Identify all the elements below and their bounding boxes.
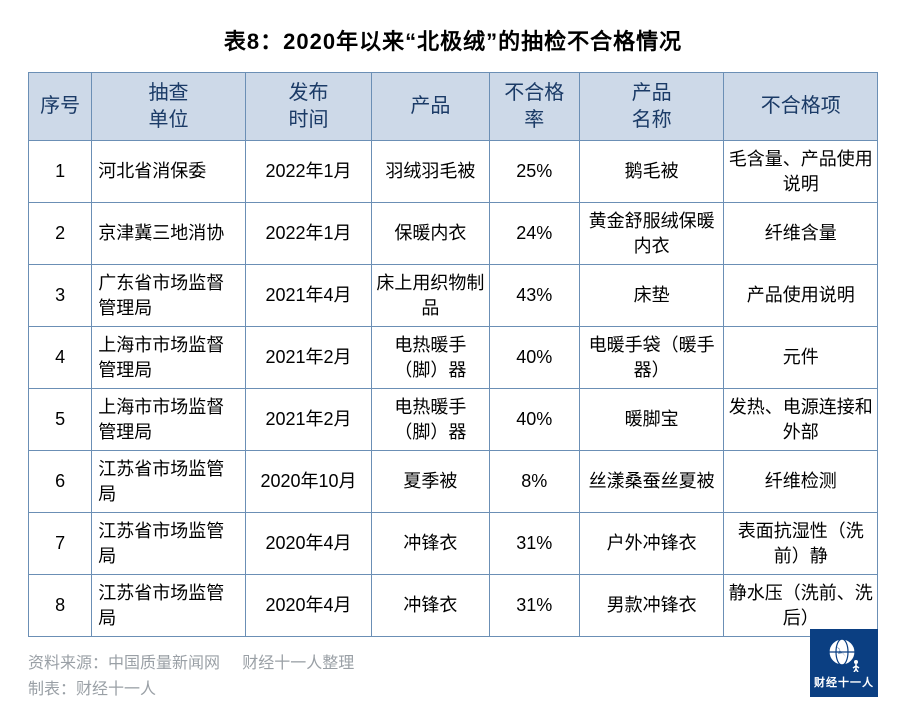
footer-compiler: 财经十一人整理 [242, 655, 354, 672]
page-root: 表8：2020年以来“北极绒”的抽检不合格情况 序号抽查单位发布时间产品不合格率… [0, 0, 906, 715]
cell-prod: 电热暖手（脚）器 [372, 327, 489, 389]
cell-idx: 8 [29, 575, 92, 637]
col-header-name: 产品名称 [579, 73, 724, 141]
cell-prod: 床上用织物制品 [372, 265, 489, 327]
cell-fail: 纤维检测 [724, 451, 878, 513]
footer-line-1: 资料来源：中国质量新闻网 财经十一人整理 [28, 651, 878, 677]
col-header-rate: 不合格率 [489, 73, 579, 141]
cell-rate: 31% [489, 513, 579, 575]
cell-name: 户外冲锋衣 [579, 513, 724, 575]
cell-rate: 43% [489, 265, 579, 327]
brand-logo: 财经十一人 [810, 629, 878, 697]
table-row: 1河北省消保委2022年1月羽绒羽毛被25%鹅毛被毛含量、产品使用说明 [29, 141, 878, 203]
cell-name: 鹅毛被 [579, 141, 724, 203]
cell-rate: 25% [489, 141, 579, 203]
cell-idx: 5 [29, 389, 92, 451]
table-row: 4上海市市场监督管理局2021年2月电热暖手（脚）器40%电暖手袋（暖手器）元件 [29, 327, 878, 389]
cell-fail: 发热、电源连接和外部 [724, 389, 878, 451]
cell-fail: 元件 [724, 327, 878, 389]
col-header-prod: 产品 [372, 73, 489, 141]
table-row: 7江苏省市场监管局2020年4月冲锋衣31%户外冲锋衣表面抗湿性（洗前）静 [29, 513, 878, 575]
cell-date: 2021年2月 [245, 327, 371, 389]
cell-prod: 冲锋衣 [372, 575, 489, 637]
brand-logo-text: 财经十一人 [814, 674, 874, 690]
cell-fail: 纤维含量 [724, 203, 878, 265]
cell-date: 2020年10月 [245, 451, 371, 513]
footer-source: 资料来源：中国质量新闻网 [28, 655, 220, 672]
col-header-org: 抽查单位 [92, 73, 246, 141]
table-row: 6江苏省市场监管局2020年10月夏季被8%丝漾桑蚕丝夏被纤维检测 [29, 451, 878, 513]
cell-org: 江苏省市场监管局 [92, 451, 246, 513]
cell-prod: 冲锋衣 [372, 513, 489, 575]
cell-idx: 2 [29, 203, 92, 265]
col-header-idx: 序号 [29, 73, 92, 141]
table-header-row: 序号抽查单位发布时间产品不合格率产品名称不合格项 [29, 73, 878, 141]
cell-prod: 羽绒羽毛被 [372, 141, 489, 203]
cell-fail: 静水压（洗前、洗后） [724, 575, 878, 637]
cell-idx: 4 [29, 327, 92, 389]
cell-org: 上海市市场监督管理局 [92, 327, 246, 389]
table-body: 1河北省消保委2022年1月羽绒羽毛被25%鹅毛被毛含量、产品使用说明2京津冀三… [29, 141, 878, 637]
footer-line-2: 制表：财经十一人 [28, 677, 878, 703]
cell-fail: 表面抗湿性（洗前）静 [724, 513, 878, 575]
cell-date: 2020年4月 [245, 575, 371, 637]
cell-date: 2020年4月 [245, 513, 371, 575]
table-row: 8江苏省市场监管局2020年4月冲锋衣31%男款冲锋衣静水压（洗前、洗后） [29, 575, 878, 637]
col-header-date: 发布时间 [245, 73, 371, 141]
cell-org: 江苏省市场监管局 [92, 513, 246, 575]
footer-block: 资料来源：中国质量新闻网 财经十一人整理 制表：财经十一人 [28, 651, 878, 702]
table-row: 3广东省市场监督管理局2021年4月床上用织物制品43%床垫产品使用说明 [29, 265, 878, 327]
globe-icon [826, 636, 862, 672]
cell-name: 电暖手袋（暖手器） [579, 327, 724, 389]
cell-org: 广东省市场监督管理局 [92, 265, 246, 327]
col-header-fail: 不合格项 [724, 73, 878, 141]
cell-fail: 毛含量、产品使用说明 [724, 141, 878, 203]
cell-fail: 产品使用说明 [724, 265, 878, 327]
cell-date: 2022年1月 [245, 203, 371, 265]
cell-prod: 电热暖手（脚）器 [372, 389, 489, 451]
cell-rate: 40% [489, 389, 579, 451]
cell-name: 男款冲锋衣 [579, 575, 724, 637]
table-row: 2京津冀三地消协2022年1月保暖内衣24%黄金舒服绒保暖内衣纤维含量 [29, 203, 878, 265]
cell-org: 江苏省市场监管局 [92, 575, 246, 637]
cell-idx: 1 [29, 141, 92, 203]
cell-rate: 31% [489, 575, 579, 637]
cell-rate: 8% [489, 451, 579, 513]
inspection-table: 序号抽查单位发布时间产品不合格率产品名称不合格项 1河北省消保委2022年1月羽… [28, 72, 878, 637]
cell-date: 2022年1月 [245, 141, 371, 203]
cell-org: 上海市市场监督管理局 [92, 389, 246, 451]
cell-rate: 40% [489, 327, 579, 389]
cell-name: 丝漾桑蚕丝夏被 [579, 451, 724, 513]
cell-idx: 6 [29, 451, 92, 513]
cell-org: 京津冀三地消协 [92, 203, 246, 265]
table-title: 表8：2020年以来“北极绒”的抽检不合格情况 [28, 24, 878, 56]
cell-date: 2021年4月 [245, 265, 371, 327]
cell-name: 暖脚宝 [579, 389, 724, 451]
table-row: 5上海市市场监督管理局2021年2月电热暖手（脚）器40%暖脚宝发热、电源连接和… [29, 389, 878, 451]
cell-name: 黄金舒服绒保暖内衣 [579, 203, 724, 265]
cell-rate: 24% [489, 203, 579, 265]
cell-org: 河北省消保委 [92, 141, 246, 203]
cell-prod: 夏季被 [372, 451, 489, 513]
cell-idx: 7 [29, 513, 92, 575]
cell-date: 2021年2月 [245, 389, 371, 451]
cell-idx: 3 [29, 265, 92, 327]
cell-prod: 保暖内衣 [372, 203, 489, 265]
cell-name: 床垫 [579, 265, 724, 327]
